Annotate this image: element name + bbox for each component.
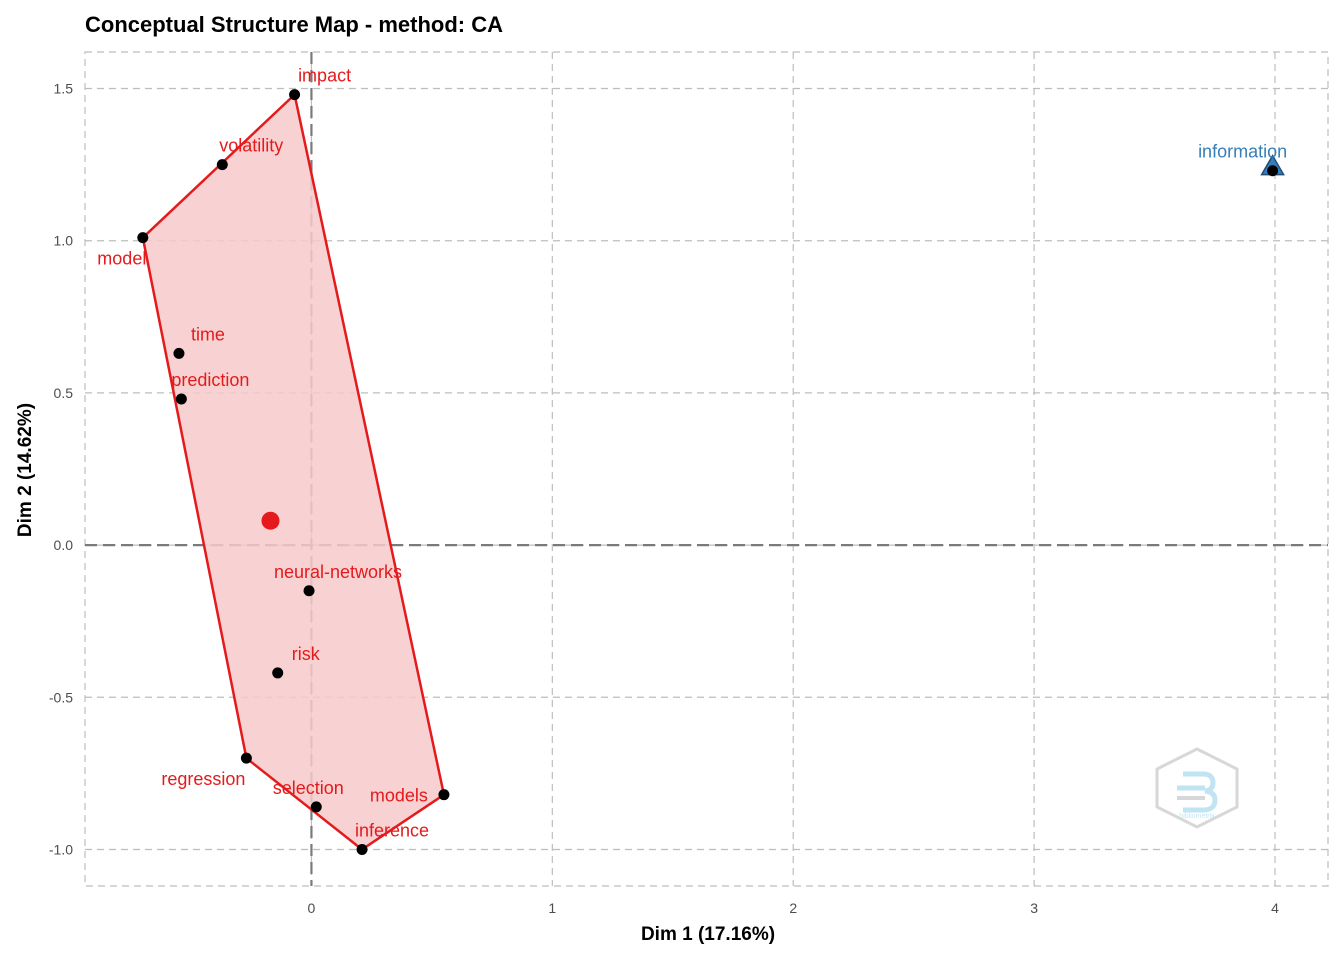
data-points bbox=[137, 89, 1285, 855]
y-tick-label: -0.5 bbox=[49, 689, 73, 705]
x-tick-label: 1 bbox=[548, 900, 556, 916]
point-label-risk: risk bbox=[292, 644, 321, 664]
point-risk bbox=[272, 667, 284, 679]
point-inference bbox=[356, 843, 368, 855]
watermark-text: bibliometrix bbox=[1179, 813, 1215, 820]
panel-border bbox=[84, 51, 1329, 887]
chart-title: Conceptual Structure Map - method: CA bbox=[85, 12, 503, 37]
point-label-regression: regression bbox=[161, 769, 245, 789]
point-labels: impact volatility model time prediction neura… bbox=[97, 66, 1287, 841]
point-label-time: time bbox=[191, 324, 225, 344]
cluster-hulls bbox=[141, 93, 446, 851]
y-tick-label: -1.0 bbox=[49, 841, 73, 857]
y-tick-label: 1.5 bbox=[54, 81, 74, 97]
point-label-prediction: prediction bbox=[171, 370, 249, 390]
x-axis-title: Dim 1 (17.16%) bbox=[641, 924, 775, 945]
point-label-inference: inference bbox=[355, 820, 429, 840]
y-tick-label: 1.0 bbox=[54, 233, 74, 249]
y-tick-label: 0.5 bbox=[54, 385, 74, 401]
point-neural-networks bbox=[303, 585, 315, 597]
point-label-information: information bbox=[1198, 142, 1287, 162]
y-tick-label: 0.0 bbox=[54, 537, 74, 553]
point-regression bbox=[240, 752, 252, 764]
point-information bbox=[1267, 165, 1279, 177]
point-time bbox=[173, 347, 185, 359]
point-label-model: model bbox=[97, 249, 146, 269]
point-impact bbox=[289, 89, 301, 101]
cluster-centroid-1 bbox=[261, 511, 280, 530]
point-label-volatility: volatility bbox=[219, 136, 283, 156]
x-tick-label: 2 bbox=[789, 900, 797, 916]
point-label-selection: selection bbox=[273, 778, 344, 798]
point-label-neural-networks: neural-networks bbox=[274, 562, 402, 582]
x-tick-label: 4 bbox=[1271, 900, 1279, 916]
x-tick-label: 0 bbox=[308, 900, 316, 916]
point-model bbox=[137, 232, 149, 244]
point-volatility bbox=[216, 159, 228, 171]
x-tick-label: 3 bbox=[1030, 900, 1038, 916]
point-label-models: models bbox=[370, 786, 428, 806]
y-axis-title: Dim 2 (14.62%) bbox=[15, 403, 36, 537]
tick-labels: 0 1 2 3 4 -1.0 -0.5 0.0 0.5 1.0 1.5 bbox=[49, 81, 1279, 916]
point-selection bbox=[310, 801, 322, 813]
point-models bbox=[438, 789, 450, 801]
cluster-hull-1 bbox=[141, 93, 446, 851]
point-prediction bbox=[175, 393, 187, 405]
bibliometrix-logo-watermark: bibliometrix bbox=[1155, 747, 1239, 829]
point-label-impact: impact bbox=[298, 66, 351, 86]
